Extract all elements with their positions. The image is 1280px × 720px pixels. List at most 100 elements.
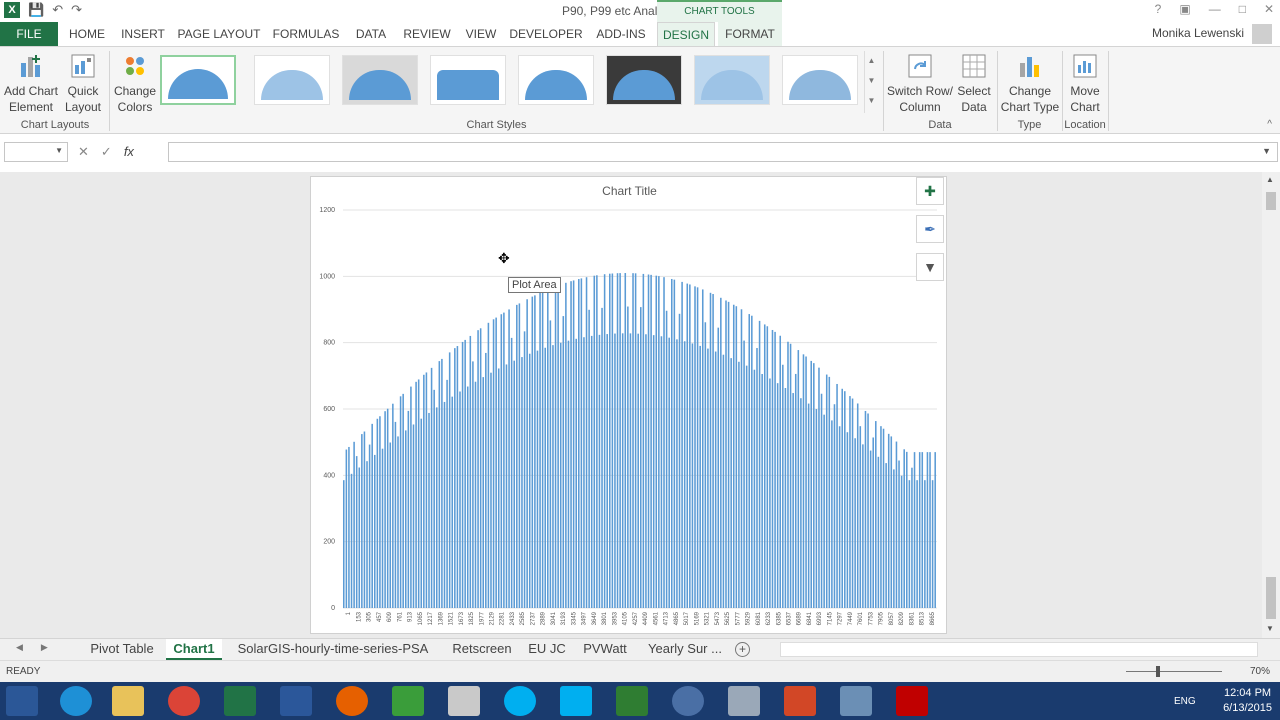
data-bar[interactable]	[384, 411, 386, 608]
data-bar[interactable]	[740, 309, 743, 608]
scroll-thumb[interactable]	[1266, 192, 1276, 210]
windows-start-icon[interactable]	[6, 686, 38, 716]
data-bar[interactable]	[800, 398, 802, 608]
data-bar[interactable]	[575, 338, 577, 608]
data-bar[interactable]	[877, 456, 880, 608]
data-bar[interactable]	[479, 328, 482, 608]
data-bar[interactable]	[763, 324, 766, 608]
word-taskbar-icon[interactable]	[280, 686, 312, 716]
data-bar[interactable]	[603, 274, 606, 608]
data-bar[interactable]	[732, 304, 735, 608]
data-bar[interactable]	[699, 345, 701, 608]
data-bar[interactable]	[652, 335, 655, 608]
data-bar[interactable]	[722, 354, 725, 608]
chart-elements-button[interactable]: ✚	[916, 177, 944, 205]
quick-layout-button[interactable]: Quick Layout	[60, 51, 106, 115]
data-bar[interactable]	[640, 307, 642, 608]
change-colors-button[interactable]: Change Colors	[112, 51, 158, 115]
data-bar[interactable]	[528, 353, 531, 608]
tab-add-ins[interactable]: ADD-INS	[596, 27, 646, 41]
globe-icon[interactable]	[672, 686, 704, 716]
data-bar[interactable]	[689, 284, 691, 608]
data-bar[interactable]	[903, 449, 905, 608]
restore-icon[interactable]: □	[1238, 2, 1246, 16]
chart-filters-button[interactable]: ▼	[916, 253, 944, 281]
data-bar[interactable]	[882, 428, 885, 608]
data-bar[interactable]	[898, 460, 900, 608]
data-bar[interactable]	[402, 393, 404, 608]
data-bar[interactable]	[565, 282, 567, 608]
data-bar[interactable]	[776, 383, 779, 608]
data-bar[interactable]	[606, 334, 608, 608]
data-bar[interactable]	[885, 463, 887, 608]
data-bar[interactable]	[645, 334, 647, 608]
tab-view[interactable]: VIEW	[465, 27, 497, 41]
data-bar[interactable]	[348, 446, 350, 608]
data-bar[interactable]	[789, 343, 792, 608]
data-bar[interactable]	[841, 388, 843, 608]
data-bar[interactable]	[358, 467, 361, 608]
data-bar[interactable]	[784, 388, 787, 608]
data-bar[interactable]	[851, 398, 854, 608]
sheet-tab-retscreen[interactable]: Retscreen	[452, 641, 512, 656]
data-bar[interactable]	[407, 410, 410, 608]
name-box[interactable]: ▼	[4, 142, 68, 162]
data-bar[interactable]	[373, 454, 376, 608]
data-bar[interactable]	[547, 289, 549, 608]
data-bar[interactable]	[792, 393, 794, 608]
data-bar[interactable]	[810, 360, 813, 608]
data-bar[interactable]	[490, 372, 492, 608]
data-bar[interactable]	[911, 467, 913, 608]
data-bar[interactable]	[632, 273, 634, 608]
plot-area[interactable]: 0 200 400 600 800 1000 1200 1 153 305 457 609 761 913…	[311, 177, 948, 635]
data-bar[interactable]	[647, 274, 650, 608]
data-bar[interactable]	[691, 343, 694, 608]
data-bar[interactable]	[554, 286, 557, 608]
data-bar[interactable]	[539, 292, 541, 608]
data-bar[interactable]	[859, 426, 862, 608]
data-bar[interactable]	[598, 334, 601, 608]
data-bar[interactable]	[430, 367, 433, 608]
data-bar[interactable]	[895, 441, 898, 608]
data-bar[interactable]	[678, 313, 681, 608]
data-bar[interactable]	[451, 396, 454, 608]
clock[interactable]: 12:04 PM 6/13/2015	[1223, 687, 1272, 714]
data-bar[interactable]	[916, 480, 918, 608]
data-bar[interactable]	[872, 437, 874, 608]
data-bar[interactable]	[934, 452, 936, 608]
data-bar[interactable]	[836, 383, 838, 608]
data-bar[interactable]	[513, 360, 516, 608]
data-bar[interactable]	[487, 322, 490, 608]
data-bar[interactable]	[371, 423, 373, 608]
data-bar[interactable]	[676, 339, 678, 608]
user-name[interactable]: Monika Lewenski	[1151, 26, 1244, 40]
vertical-scrollbar[interactable]: ▲ ▼	[1262, 172, 1280, 638]
data-bar[interactable]	[417, 379, 420, 608]
data-bar[interactable]	[420, 418, 423, 608]
camtasia-icon[interactable]	[392, 686, 424, 716]
horizontal-scrollbar[interactable]	[780, 642, 1258, 657]
data-bar[interactable]	[469, 335, 472, 608]
data-bar[interactable]	[658, 276, 660, 608]
data-bar[interactable]	[924, 480, 926, 608]
data-bar[interactable]	[668, 337, 670, 608]
data-bar[interactable]	[818, 367, 820, 608]
sheet-tab-solargis[interactable]: SolarGIS-hourly-time-series-PSA	[237, 641, 429, 656]
data-bar[interactable]	[435, 407, 438, 608]
data-bar[interactable]	[415, 381, 417, 608]
data-bar[interactable]	[813, 363, 815, 608]
data-bar[interactable]	[536, 350, 539, 608]
close-icon[interactable]: ✕	[1263, 2, 1274, 16]
data-bar[interactable]	[869, 450, 872, 608]
data-bar[interactable]	[880, 426, 882, 608]
enter-icon[interactable]: ✓	[100, 144, 112, 159]
redo-icon[interactable]: ↷	[71, 2, 82, 17]
data-bar[interactable]	[743, 340, 745, 608]
data-bar[interactable]	[906, 451, 908, 608]
data-bar[interactable]	[454, 348, 456, 608]
chart-area[interactable]: Chart Title 0 200 400 600 800 1000 1200 1 153 305…	[310, 176, 947, 634]
excel-taskbar-icon[interactable]	[224, 686, 256, 716]
data-bar[interactable]	[438, 361, 441, 608]
data-bar[interactable]	[629, 333, 632, 608]
chart-style-8[interactable]	[782, 55, 858, 105]
